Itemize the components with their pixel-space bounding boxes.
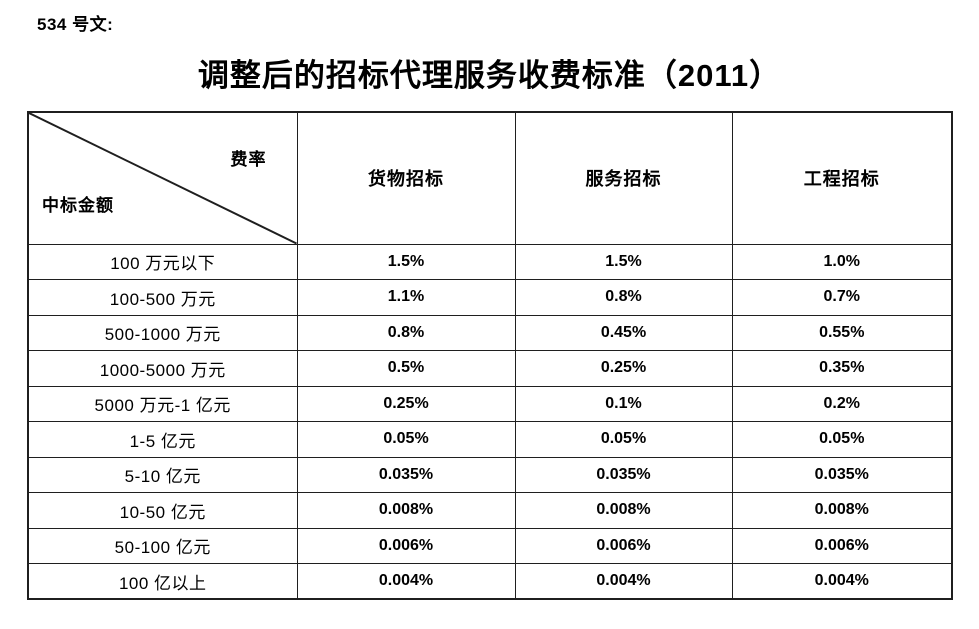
fee-value: 1.1%	[296, 279, 516, 316]
table-row: 5000 万元-1 亿元 0.25% 0.1% 0.2%	[27, 385, 953, 422]
table-row: 500-1000 万元 0.8% 0.45% 0.55%	[27, 314, 953, 351]
fee-value: 0.5%	[296, 350, 516, 387]
fee-value: 0.35%	[731, 350, 953, 387]
fee-value: 0.25%	[296, 385, 516, 422]
page-title: 调整后的招标代理服务收费标准（2011）	[197, 58, 782, 93]
table-row: 100 万元以下 1.5% 1.5% 1.0%	[27, 243, 953, 280]
fee-value: 0.035%	[514, 456, 733, 493]
row-label: 500-1000 万元	[27, 314, 298, 351]
fee-table: 费率 中标金额 货物招标 服务招标 工程招标 100 万元以下 1.5% 1.5…	[27, 111, 953, 600]
doc-ref-label: 534 号文:	[37, 15, 114, 34]
table-row: 5-10 亿元 0.035% 0.035% 0.035%	[27, 456, 953, 493]
row-label: 50-100 亿元	[27, 527, 298, 564]
fee-value: 0.035%	[731, 456, 953, 493]
fee-value: 0.8%	[296, 314, 516, 351]
fee-value: 0.008%	[514, 492, 733, 529]
column-header-engineering-bidding: 工程招标	[731, 111, 953, 245]
row-label: 10-50 亿元	[27, 492, 298, 529]
row-label: 5000 万元-1 亿元	[27, 385, 298, 422]
row-label: 5-10 亿元	[27, 456, 298, 493]
table-row: 10-50 亿元 0.008% 0.008% 0.008%	[27, 492, 953, 529]
fee-value: 0.004%	[731, 563, 953, 600]
fee-value: 0.004%	[514, 563, 733, 600]
fee-value: 0.006%	[514, 527, 733, 564]
fee-value: 1.5%	[296, 243, 516, 280]
fee-value: 0.008%	[731, 492, 953, 529]
fee-value: 0.7%	[731, 279, 953, 316]
row-label: 100-500 万元	[27, 279, 298, 316]
fee-value: 0.2%	[731, 385, 953, 422]
column-header-goods-bidding: 货物招标	[296, 111, 516, 245]
row-label: 1-5 亿元	[27, 421, 298, 458]
row-label: 1000-5000 万元	[27, 350, 298, 387]
table-row: 50-100 亿元 0.006% 0.006% 0.006%	[27, 527, 953, 564]
table-row: 1000-5000 万元 0.5% 0.25% 0.35%	[27, 350, 953, 387]
fee-value: 0.1%	[514, 385, 733, 422]
fee-value: 0.55%	[731, 314, 953, 351]
fee-value: 0.006%	[731, 527, 953, 564]
fee-value: 0.05%	[514, 421, 733, 458]
fee-value: 0.035%	[296, 456, 516, 493]
fee-value: 0.05%	[296, 421, 516, 458]
row-label: 100 万元以下	[27, 243, 298, 280]
table-header-row: 费率 中标金额 货物招标 服务招标 工程招标	[27, 111, 953, 245]
table-row: 100-500 万元 1.1% 0.8% 0.7%	[27, 279, 953, 316]
fee-value: 0.05%	[731, 421, 953, 458]
fee-value: 0.25%	[514, 350, 733, 387]
table-row: 100 亿以上 0.004% 0.004% 0.004%	[27, 563, 953, 600]
corner-cell: 费率 中标金额	[27, 111, 298, 245]
fee-value: 0.45%	[514, 314, 733, 351]
table-row: 1-5 亿元 0.05% 0.05% 0.05%	[27, 421, 953, 458]
corner-label-bid-amount: 中标金额	[42, 195, 114, 215]
fee-value: 0.8%	[514, 279, 733, 316]
fee-value: 1.0%	[731, 243, 953, 280]
fee-value: 0.008%	[296, 492, 516, 529]
fee-value: 0.004%	[296, 563, 516, 600]
fee-value: 1.5%	[514, 243, 733, 280]
diagonal-divider-line	[29, 113, 296, 243]
column-header-service-bidding: 服务招标	[514, 111, 733, 245]
row-label: 100 亿以上	[27, 563, 298, 600]
corner-label-fee-rate: 费率	[230, 150, 267, 169]
fee-value: 0.006%	[296, 527, 516, 564]
